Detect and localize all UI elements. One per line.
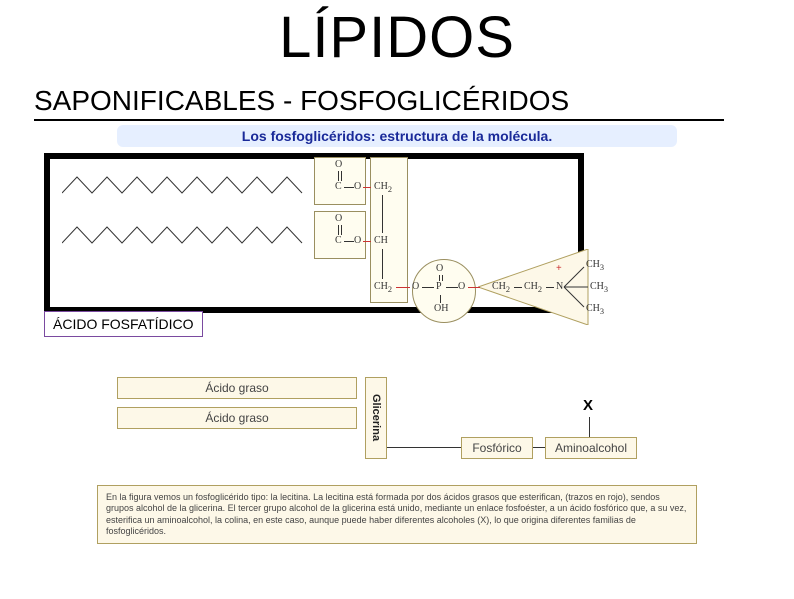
chem-CH3b: CH3 — [590, 281, 608, 294]
bond — [341, 171, 342, 181]
conn — [533, 447, 545, 448]
schema-x-label: X — [583, 397, 593, 414]
bond — [422, 287, 434, 288]
bond — [442, 275, 443, 281]
chem-O1: O — [335, 159, 342, 170]
chem-CH3a: CH3 — [586, 259, 604, 272]
bond — [514, 287, 522, 288]
bond-red — [468, 287, 480, 288]
bond — [338, 225, 339, 235]
schema-amino: Aminoalcohol — [545, 437, 637, 459]
fatty-acid-chain-1 — [62, 173, 312, 197]
chem-O5: O — [412, 281, 419, 292]
bond — [382, 249, 383, 279]
fatty-acid-chain-2 — [62, 223, 312, 247]
chem-O7: O — [436, 263, 443, 274]
chem-O2: O — [354, 181, 361, 192]
conn — [589, 417, 590, 437]
chem-O6: O — [458, 281, 465, 292]
bond — [546, 287, 554, 288]
chem-CH2c: CH2 — [492, 281, 510, 294]
bond-red — [396, 287, 410, 288]
chem-CH: CH — [374, 235, 388, 246]
bond — [440, 295, 441, 303]
schema-acido-1: Ácido graso — [117, 377, 357, 399]
schema-glicerina: Glicerina — [365, 377, 387, 459]
bond — [344, 187, 354, 188]
chemical-diagram: O C O CH2 O C O CH CH2 O P O O OH CH2 CH… — [52, 153, 742, 353]
chem-O3: O — [335, 213, 342, 224]
schema-fosforico: Fosfórico — [461, 437, 533, 459]
bond — [446, 287, 458, 288]
chem-C2: C — [335, 235, 342, 246]
page-subtitle: SAPONIFICABLES - FOSFOGLICÉRIDOS — [34, 85, 724, 121]
blue-header: Los fosfoglicéridos: estructura de la mo… — [117, 125, 677, 147]
chem-CH2a: CH2 — [374, 181, 392, 194]
bond — [382, 195, 383, 233]
schema-diagram: Ácido graso Ácido graso Glicerina Fosfór… — [117, 377, 677, 467]
bond — [439, 275, 440, 281]
chem-O4: O — [354, 235, 361, 246]
chem-CH2d: CH2 — [524, 281, 542, 294]
chem-CH2b: CH2 — [374, 281, 392, 294]
chem-C1: C — [335, 181, 342, 192]
chem-OH: OH — [434, 303, 448, 314]
chem-P: P — [436, 281, 442, 292]
page-title: LÍPIDOS — [0, 4, 794, 71]
conn — [387, 447, 461, 448]
bond — [341, 225, 342, 235]
bond — [344, 241, 354, 242]
bond-red — [363, 241, 371, 242]
bond — [338, 171, 340, 181]
phosphatidic-acid-label: ÁCIDO FOSFATÍDICO — [44, 311, 203, 337]
schema-acido-2: Ácido graso — [117, 407, 357, 429]
chem-CH3c: CH3 — [586, 303, 604, 316]
caption-box: En la figura vemos un fosfoglicérido tip… — [97, 485, 697, 544]
bond-red — [363, 187, 371, 188]
